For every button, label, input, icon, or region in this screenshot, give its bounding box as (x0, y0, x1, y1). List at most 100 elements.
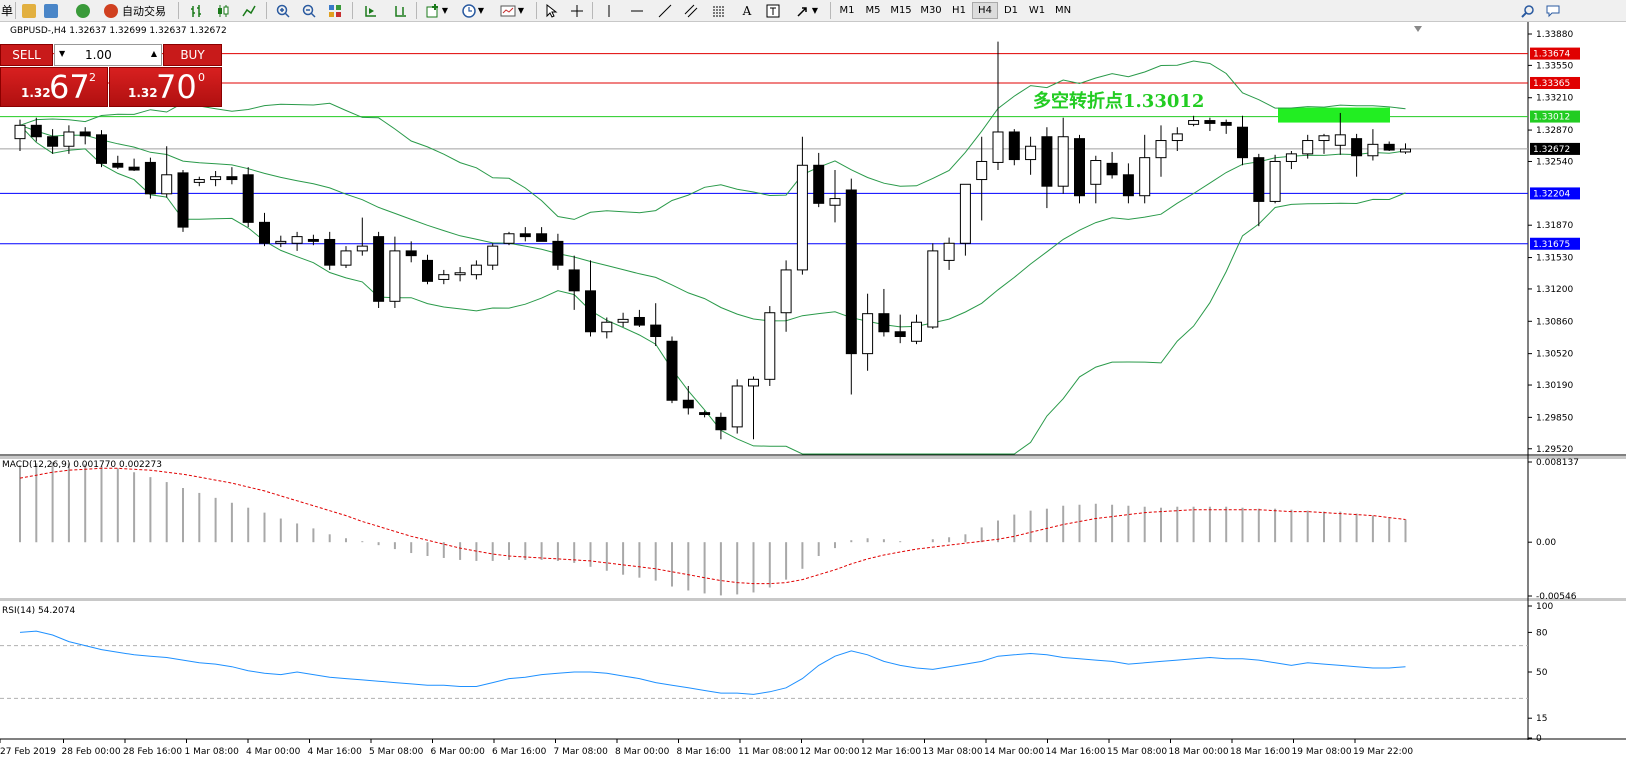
candle (1041, 127, 1053, 209)
time-axis-label: 12 Mar 00:00 (800, 747, 860, 757)
candle (226, 167, 238, 185)
periods-button[interactable]: ▼ (456, 2, 490, 19)
chart-window[interactable]: 1.33880 1.33550 1.33210 1.32870 1.32540 1.318… (0, 22, 1626, 773)
search-icon[interactable] (1518, 2, 1538, 19)
price-axis-label: 1.33210 (1536, 94, 1573, 104)
chat-icon[interactable] (1544, 2, 1566, 19)
trendline-icon[interactable] (656, 2, 674, 19)
time-axis-label: 1 Mar 08:00 (185, 747, 240, 757)
chevron-down-icon: ▼ (811, 6, 819, 15)
buy-price-button[interactable]: 1.32 70 0 (109, 67, 222, 107)
zoom-out-icon[interactable] (300, 2, 318, 19)
cursor-icon[interactable] (542, 2, 560, 19)
timeframe-m1[interactable]: M1 (839, 5, 855, 16)
lot-increase-icon[interactable]: ▲ (150, 49, 157, 58)
pivot-level-label: 1.33012 (1533, 113, 1570, 123)
lot-size-value[interactable]: 1.00 (85, 48, 112, 62)
timeframe-d1[interactable]: D1 (1003, 5, 1019, 16)
candle (911, 314, 922, 345)
price-axis-label: 1.31530 (1536, 254, 1573, 264)
time-axis-label: 6 Mar 16:00 (492, 747, 547, 757)
timeframe-m15[interactable]: M15 (890, 5, 912, 16)
price-chart-canvas[interactable]: 1.33880 1.33550 1.33210 1.32870 1.32540 1.318… (0, 22, 1626, 773)
candle (1334, 112, 1346, 155)
menu-button[interactable]: 单 (0, 4, 13, 18)
candle (943, 237, 955, 270)
rsi-axis-label: 0 (1536, 734, 1542, 744)
candle (813, 152, 825, 208)
chart-shift-icon[interactable] (392, 2, 410, 19)
market-watch-icon[interactable] (42, 2, 60, 19)
bar-chart-icon[interactable] (188, 2, 206, 19)
price-axis-label: 1.32540 (1536, 157, 1573, 167)
autoscroll-icon[interactable] (362, 2, 380, 19)
lot-size-field[interactable]: ▼ 1.00 ▲ (54, 44, 162, 66)
time-axis-label: 12 Mar 16:00 (861, 747, 921, 757)
candle (1269, 154, 1281, 204)
arrows-button[interactable]: ▼ (790, 2, 824, 19)
timeframe-w1[interactable]: W1 (1028, 5, 1046, 16)
macd-label: MACD(12,26,9) 0.001770 0.002273 (2, 460, 162, 470)
candle (242, 167, 254, 228)
bollinger-middle (19, 124, 1406, 328)
zoom-in-icon[interactable] (274, 2, 292, 19)
candlestick-icon[interactable] (214, 2, 232, 19)
candle (992, 41, 1004, 171)
candle (568, 255, 580, 310)
candle (1090, 155, 1102, 204)
time-axis-label: 8 Mar 16:00 (677, 747, 732, 757)
candle (617, 312, 629, 327)
sell-price-button[interactable]: 1.32 67 2 (0, 67, 108, 107)
signal-icon[interactable] (74, 2, 92, 19)
candle (1008, 129, 1020, 166)
buy-price-fraction: 0 (198, 71, 205, 84)
templates-button[interactable]: ▼ (496, 2, 528, 19)
text-label-icon[interactable] (764, 2, 782, 19)
lot-decrease-icon[interactable]: ▼ (59, 49, 66, 58)
candle (1171, 127, 1183, 152)
symbol-info-label: GBPUSD-,H4 1.32637 1.32699 1.32637 1.326… (10, 26, 227, 36)
candle (1253, 153, 1265, 227)
timeframe-m5[interactable]: M5 (865, 5, 881, 16)
time-axis-label: 6 Mar 00:00 (431, 747, 486, 757)
time-axis-label: 19 Mar 08:00 (1292, 747, 1352, 757)
equidistant-channel-icon[interactable] (682, 2, 700, 19)
time-axis-label: 7 Mar 08:00 (554, 747, 609, 757)
timeframe-mn[interactable]: MN (1054, 5, 1072, 16)
autotrade-button[interactable]: 自动交易 (100, 2, 170, 19)
resistance-level-label: 1.33674 (1533, 50, 1570, 60)
candle (536, 227, 548, 242)
sell-button[interactable]: SELL (0, 44, 53, 66)
buy-button[interactable]: BUY (163, 44, 222, 66)
new-order-icon[interactable] (20, 2, 38, 19)
price-axis-label: 1.33550 (1536, 61, 1573, 71)
candle (650, 303, 662, 347)
text-icon[interactable]: A (742, 3, 752, 18)
timeframe-m30[interactable]: M30 (920, 5, 942, 16)
support-level-tag (1530, 237, 1580, 250)
crosshair-icon[interactable] (568, 2, 586, 19)
current-level-tag (1530, 142, 1580, 155)
support-level-label: 1.32204 (1533, 189, 1570, 199)
candle (389, 236, 401, 308)
fibonacci-icon[interactable] (710, 2, 728, 19)
line-chart-icon[interactable] (240, 2, 258, 19)
pivot-annotation: 多空转折点1.33012 (1033, 90, 1204, 112)
horizontal-line-icon[interactable] (628, 2, 646, 19)
tile-windows-icon[interactable] (326, 2, 344, 19)
timeframe-h4[interactable]: H4 (972, 2, 998, 19)
candle (373, 231, 385, 308)
price-axis-label: 1.31870 (1536, 221, 1573, 231)
vertical-line-icon[interactable] (600, 2, 618, 19)
candle (699, 410, 711, 418)
candle (405, 241, 417, 263)
candle (1025, 136, 1037, 175)
candle (927, 243, 939, 329)
clock-icon (462, 3, 476, 18)
candle (552, 233, 564, 270)
indicators-button[interactable]: ▼ (422, 2, 452, 19)
candle (585, 260, 596, 337)
timeframe-h1[interactable]: H1 (952, 5, 966, 16)
candle (128, 158, 140, 171)
price-axis-label: 1.29520 (1536, 445, 1573, 455)
